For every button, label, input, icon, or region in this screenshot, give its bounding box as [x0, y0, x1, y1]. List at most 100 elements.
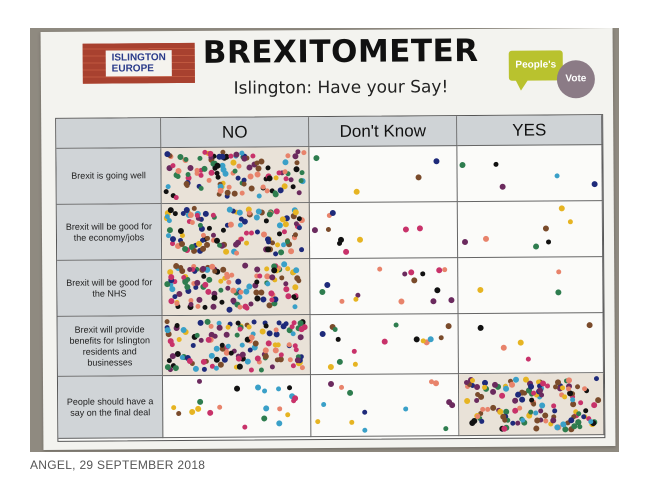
sticker-dot — [164, 150, 171, 157]
sticker-dot — [286, 342, 292, 348]
sticker-dot — [565, 377, 572, 384]
sticker-dot — [170, 236, 177, 243]
sticker-dot — [193, 365, 200, 373]
sticker-dot — [275, 386, 281, 392]
logo-left-line-1: ISLINGTON — [111, 52, 166, 64]
sticker-dot — [250, 153, 256, 159]
sticker-dot — [277, 406, 283, 412]
islington-europe-logo: ISLINGTON EUROPE — [82, 42, 195, 84]
sticker-dot — [184, 277, 190, 283]
sticker-dot — [480, 406, 486, 412]
sticker-dot — [574, 383, 580, 389]
sticker-dot — [196, 399, 203, 406]
sticker-dot — [268, 274, 275, 281]
sticker-dot — [246, 164, 253, 171]
sticker-dot — [233, 241, 240, 248]
sticker-dot — [186, 267, 192, 273]
sticker-dot — [297, 333, 304, 340]
sticker-dot — [198, 337, 204, 343]
sticker-dot — [237, 210, 244, 217]
cell-r1-dk — [309, 202, 459, 260]
sticker-dot — [292, 153, 299, 160]
sticker-dot — [198, 172, 204, 178]
sticker-dot — [169, 285, 176, 292]
sticker-dot — [164, 318, 170, 324]
sticker-dot — [298, 177, 304, 183]
sticker-dot — [172, 365, 179, 372]
sticker-dot — [225, 324, 231, 330]
sticker-dot — [277, 248, 284, 255]
sticker-dot — [501, 344, 508, 351]
sticker-dot — [194, 280, 201, 287]
sticker-dot — [241, 155, 248, 162]
sticker-dot — [260, 184, 266, 190]
sticker-dot — [525, 356, 531, 362]
sticker-dot — [261, 415, 268, 422]
sticker-dot — [555, 269, 561, 275]
sticker-dot — [545, 383, 551, 389]
sticker-dot — [259, 328, 266, 335]
sticker-dot — [433, 158, 440, 165]
sticker-dot — [493, 162, 499, 168]
sticker-dot — [546, 239, 552, 245]
sticker-dot — [285, 293, 292, 300]
cell-r1-no — [161, 203, 311, 261]
sticker-dot — [244, 305, 250, 311]
cell-r3-dk — [310, 314, 459, 376]
sticker-dot — [550, 417, 557, 424]
sticker-dot — [293, 232, 299, 238]
sticker-dot — [248, 334, 255, 341]
sticker-dot — [225, 285, 231, 291]
sticker-dot — [236, 164, 242, 170]
logo-right-line-1: People's — [508, 50, 563, 81]
sticker-dot — [263, 405, 270, 412]
sticker-dot — [292, 284, 299, 291]
sticker-dot — [312, 226, 319, 233]
vote-grid: NO Don't Know YES Brexit is going well B… — [55, 114, 606, 442]
sticker-dot — [533, 425, 540, 432]
sticker-dot — [217, 187, 224, 194]
sticker-dot — [179, 354, 185, 360]
sticker-dot — [171, 404, 177, 410]
sticker-dot — [164, 188, 170, 194]
sticker-dot — [415, 174, 422, 181]
sticker-dot — [228, 153, 234, 159]
sticker-dot — [202, 282, 209, 289]
sticker-dot — [220, 166, 227, 174]
sticker-dot — [531, 401, 537, 407]
sticker-dot — [241, 182, 247, 188]
sticker-dot — [353, 297, 359, 303]
sticker-dot — [273, 347, 280, 354]
sticker-dot — [294, 356, 301, 363]
sticker-dot — [223, 331, 230, 338]
sticker-dot — [238, 236, 245, 242]
sticker-dot — [265, 281, 271, 287]
sticker-dot — [222, 248, 229, 255]
sticker-dot — [313, 154, 320, 161]
sticker-dot — [517, 406, 523, 412]
sticker-dot — [229, 272, 235, 278]
sticker-dot — [408, 269, 415, 276]
sticker-dot — [554, 423, 561, 430]
sticker-dot — [393, 322, 399, 328]
sticker-dot — [196, 297, 203, 304]
sticker-dot — [402, 226, 409, 233]
sticker-dot — [264, 188, 270, 194]
sticker-dot — [225, 344, 231, 350]
sticker-dot — [397, 298, 404, 305]
sticker-dot — [382, 338, 389, 345]
row-label: Brexit will provide benefits for Islingt… — [57, 316, 163, 377]
sticker-dot — [266, 175, 273, 182]
sticker-dot — [294, 160, 300, 166]
sticker-dot — [243, 288, 250, 295]
sticker-dot — [474, 398, 480, 404]
sticker-dot — [207, 409, 214, 416]
sticker-dot — [236, 363, 243, 370]
sticker-dot — [261, 388, 267, 394]
sticker-dot — [283, 221, 290, 228]
cell-r3-no — [162, 315, 311, 377]
column-header-yes: YES — [457, 115, 603, 147]
sticker-dot — [202, 367, 208, 373]
sticker-dot — [362, 409, 368, 415]
sticker-dot — [319, 288, 326, 295]
